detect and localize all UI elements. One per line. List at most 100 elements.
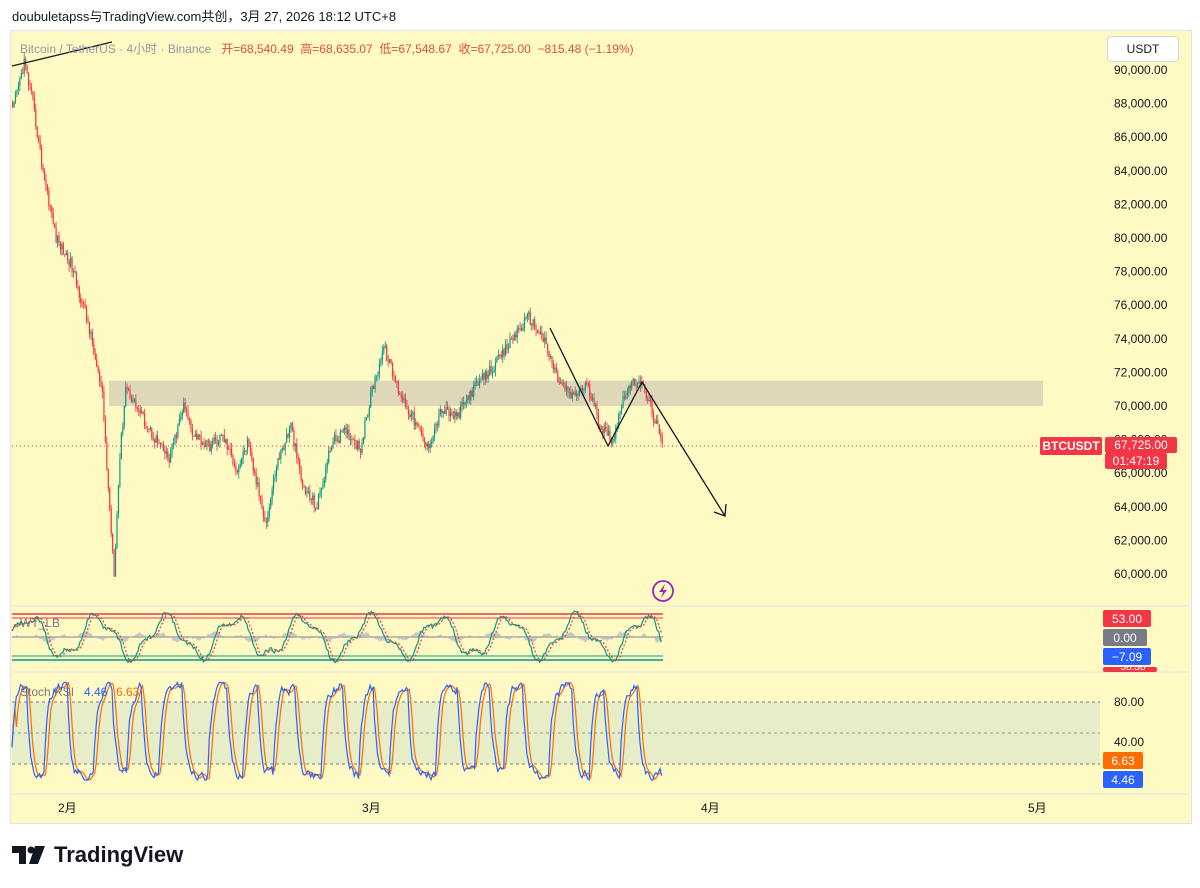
candle-body <box>96 359 98 367</box>
candle-body <box>145 426 147 428</box>
candle-body <box>273 477 275 489</box>
candle-body <box>199 435 201 437</box>
candle-body <box>103 391 105 422</box>
candle-body <box>300 468 302 481</box>
candle-body <box>19 77 21 87</box>
candle-body <box>539 331 541 334</box>
wt-badge-lower: −38.38 <box>1103 667 1157 672</box>
candle-body <box>391 363 394 376</box>
candle-body <box>235 465 237 471</box>
candle-body <box>325 467 327 480</box>
candle-body <box>402 396 404 401</box>
candle-body <box>583 389 585 391</box>
candle-body <box>439 409 441 414</box>
candle-body <box>510 338 512 340</box>
candle-body <box>187 411 189 420</box>
candle-body <box>436 423 439 426</box>
candle-body <box>241 458 243 465</box>
candle-body <box>107 469 109 489</box>
candle-body <box>487 374 489 379</box>
candle-body <box>264 517 266 522</box>
candle-body <box>349 439 352 441</box>
candle-body <box>576 393 578 397</box>
candle-body <box>29 84 31 87</box>
candle-body <box>62 243 64 255</box>
candle-body <box>168 456 170 463</box>
tradingview-logo-icon <box>12 846 45 864</box>
symbol-label[interactable]: Bitcoin / TetherUS · 4小时 · Binance <box>20 42 212 56</box>
candle-body <box>186 409 188 412</box>
time-tick-mar: 3月 <box>362 801 381 815</box>
candle-body <box>451 411 453 417</box>
tradingview-logo[interactable]: TradingView <box>12 842 183 868</box>
candle-body <box>238 466 240 473</box>
currency-button[interactable]: USDT <box>1107 36 1179 62</box>
candle-body <box>43 170 46 180</box>
candle-body <box>483 373 485 380</box>
candle-body <box>367 414 369 418</box>
candle-body <box>175 434 178 438</box>
candle-body <box>27 73 30 85</box>
candle-body <box>333 434 336 442</box>
candle-body <box>204 443 207 447</box>
candle-body <box>660 433 662 438</box>
candle-body <box>397 381 399 394</box>
candle-body <box>303 485 305 488</box>
candle-body <box>126 387 128 389</box>
candle-body <box>141 411 143 414</box>
candle-body <box>239 464 241 467</box>
candle-body <box>72 271 75 273</box>
candle-body <box>20 73 22 78</box>
candle-body <box>323 479 325 485</box>
flash-icon[interactable] <box>652 580 674 602</box>
candle-body <box>532 319 534 326</box>
candle-body <box>142 411 144 414</box>
candle-body <box>174 434 176 444</box>
candle-body <box>406 406 408 410</box>
candle-body <box>564 383 566 390</box>
candle-body <box>657 420 659 425</box>
candle-body <box>477 381 479 386</box>
candle-body <box>93 343 95 355</box>
candle-body <box>123 405 125 427</box>
candle-body <box>399 393 401 395</box>
candle-body <box>441 409 443 413</box>
candle-body <box>320 488 323 492</box>
open-value: 开=68,540.49 <box>221 42 294 56</box>
candle-body <box>161 442 163 444</box>
candle-body <box>567 386 569 393</box>
candle-body <box>275 467 278 477</box>
candle-body <box>607 430 610 436</box>
candle-body <box>431 441 433 444</box>
candle-body <box>12 102 14 108</box>
candle-body <box>17 86 19 90</box>
candle-body <box>49 205 51 208</box>
candle-body <box>331 448 333 452</box>
candle-body <box>164 450 166 454</box>
candle-body <box>538 333 540 335</box>
candle-body <box>196 433 198 440</box>
candle-body <box>74 271 76 273</box>
candle-body <box>506 344 508 350</box>
projection-path[interactable] <box>549 327 726 517</box>
candle-body <box>512 339 514 341</box>
price-tick: 70,000.00 <box>1114 399 1168 413</box>
candle-body <box>629 385 631 389</box>
candle-body <box>360 448 362 454</box>
candle-body <box>563 383 565 385</box>
candle-body <box>328 450 330 463</box>
candle-body <box>135 399 137 408</box>
candle-body <box>435 423 437 429</box>
candle-body <box>507 347 510 350</box>
candle-body <box>423 437 425 443</box>
trend-line[interactable] <box>11 41 113 67</box>
candle-body <box>644 384 646 392</box>
candle-body <box>87 318 89 323</box>
candle-body <box>112 533 114 551</box>
candle-body <box>638 380 640 384</box>
candle-body <box>628 385 630 393</box>
candle-body <box>81 302 83 304</box>
candle-body <box>258 482 260 497</box>
candle-body <box>338 440 340 443</box>
